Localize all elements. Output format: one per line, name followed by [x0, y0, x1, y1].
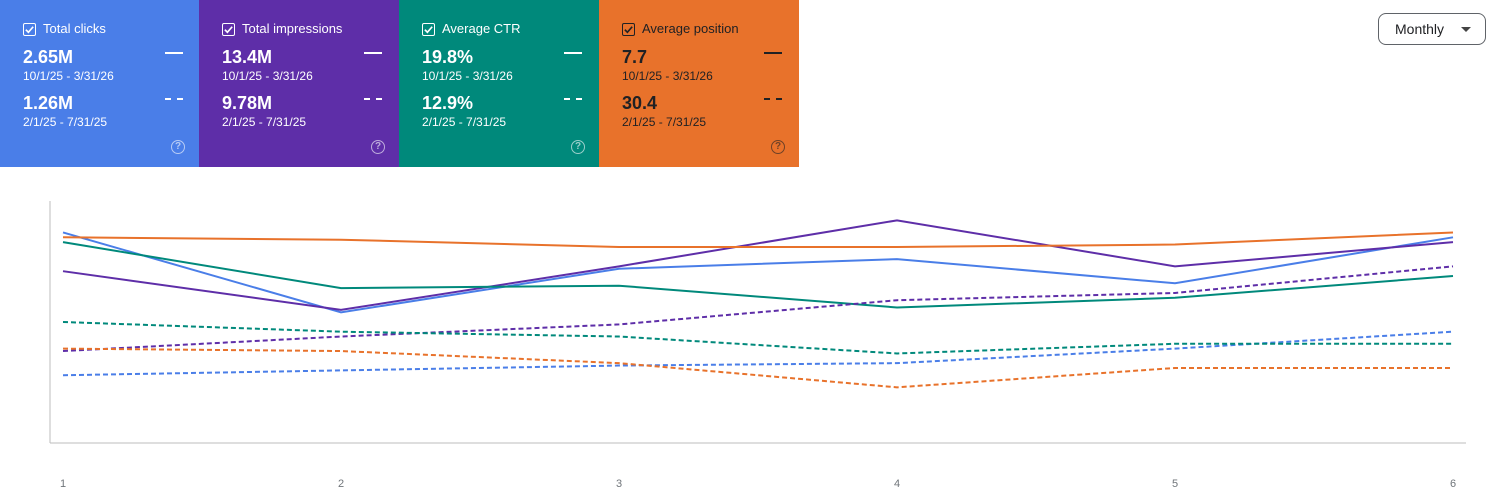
- previous-metric: 12.9% 2/1/25 - 7/31/25: [422, 92, 582, 129]
- current-value: 7.7: [622, 47, 648, 67]
- series-layer: [62, 219, 1454, 389]
- solid-line-icon: [364, 52, 382, 54]
- series-ctr_current: [62, 241, 1454, 309]
- x-tick-label: 6: [1450, 478, 1456, 490]
- series-impressions_previous: [62, 265, 1454, 353]
- checkbox-checked-icon[interactable]: [422, 22, 435, 36]
- x-tick-label: 3: [616, 478, 622, 490]
- current-value: 2.65M: [23, 47, 74, 67]
- current-metric: 19.8% 10/1/25 - 3/31/26: [422, 46, 582, 83]
- series-line-position_previous: [62, 347, 1453, 389]
- metric-cards: Total clicks 2.65M 10/1/25 - 3/31/26 1.2…: [0, 0, 799, 167]
- help-icon[interactable]: ?: [371, 140, 385, 154]
- card-title: Average position: [642, 21, 739, 36]
- dashed-line-icon: [764, 98, 782, 100]
- card-average-ctr[interactable]: Average CTR 19.8% 10/1/25 - 3/31/26 12.9…: [399, 0, 599, 167]
- performance-line-chart: 1 2 3 4 5 6: [49, 201, 1466, 490]
- caret-down-icon: [1461, 27, 1471, 32]
- current-metric: 7.7 10/1/25 - 3/31/26: [622, 46, 782, 83]
- x-tick-labels: 1 2 3 4 5 6: [60, 478, 1456, 490]
- card-header: Total impressions: [222, 21, 342, 37]
- x-tick-label: 4: [894, 478, 900, 490]
- help-icon[interactable]: ?: [771, 140, 785, 154]
- current-range: 10/1/25 - 3/31/26: [622, 69, 713, 83]
- series-position_current: [62, 231, 1454, 248]
- previous-range: 2/1/25 - 7/31/25: [622, 115, 707, 129]
- series-line-ctr_previous: [62, 321, 1453, 355]
- x-tick-label: 2: [338, 478, 344, 490]
- series-clicks_previous: [62, 330, 1454, 377]
- period-dropdown-label: Monthly: [1395, 21, 1445, 37]
- previous-metric: 9.78M 2/1/25 - 7/31/25: [222, 92, 382, 129]
- checkbox-checked-icon[interactable]: [622, 22, 635, 36]
- dashed-line-icon: [364, 98, 382, 100]
- series-line-clicks_previous: [62, 330, 1454, 377]
- checkbox-checked-icon[interactable]: [23, 22, 36, 36]
- current-value: 13.4M: [222, 47, 273, 67]
- solid-line-icon: [165, 52, 183, 54]
- previous-value: 1.26M: [23, 93, 74, 113]
- current-range: 10/1/25 - 3/31/26: [23, 69, 114, 83]
- previous-range: 2/1/25 - 7/31/25: [422, 115, 507, 129]
- series-line-ctr_current: [62, 241, 1454, 309]
- current-range: 10/1/25 - 3/31/26: [222, 69, 313, 83]
- previous-metric: 1.26M 2/1/25 - 7/31/25: [23, 92, 183, 129]
- series-impressions_current: [62, 219, 1454, 311]
- solid-line-icon: [564, 52, 582, 54]
- series-line-impressions_current: [62, 219, 1454, 311]
- help-icon[interactable]: ?: [571, 140, 585, 154]
- previous-value: 9.78M: [222, 93, 273, 113]
- help-icon[interactable]: ?: [171, 140, 185, 154]
- current-range: 10/1/25 - 3/31/26: [422, 69, 513, 83]
- dashed-line-icon: [564, 98, 582, 100]
- card-total-impressions[interactable]: Total impressions 13.4M 10/1/25 - 3/31/2…: [199, 0, 399, 167]
- previous-value: 30.4: [622, 93, 658, 113]
- dashed-line-icon: [165, 98, 183, 100]
- card-header: Average CTR: [422, 21, 521, 37]
- checkbox-checked-icon[interactable]: [222, 22, 235, 36]
- x-tick-label: 5: [1172, 478, 1178, 490]
- series-line-clicks_current: [62, 231, 1454, 314]
- card-title: Total impressions: [242, 21, 343, 36]
- card-header: Total clicks: [23, 21, 106, 37]
- card-total-clicks[interactable]: Total clicks 2.65M 10/1/25 - 3/31/26 1.2…: [0, 0, 199, 167]
- x-tick-label: 1: [60, 478, 66, 490]
- series-position_previous: [62, 347, 1454, 389]
- series-clicks_current: [62, 231, 1454, 314]
- series-line-impressions_previous: [62, 265, 1454, 353]
- previous-range: 2/1/25 - 7/31/25: [23, 115, 108, 129]
- solid-line-icon: [764, 52, 782, 54]
- card-average-position[interactable]: Average position 7.7 10/1/25 - 3/31/26 3…: [599, 0, 799, 167]
- card-title: Average CTR: [442, 21, 521, 36]
- series-ctr_previous: [62, 321, 1454, 355]
- period-dropdown[interactable]: Monthly: [1378, 13, 1486, 45]
- series-line-position_current: [62, 231, 1454, 248]
- current-metric: 13.4M 10/1/25 - 3/31/26: [222, 46, 382, 83]
- current-value: 19.8%: [422, 47, 474, 67]
- previous-metric: 30.4 2/1/25 - 7/31/25: [622, 92, 782, 129]
- previous-value: 12.9%: [422, 93, 474, 113]
- card-header: Average position: [622, 21, 739, 37]
- card-title: Total clicks: [43, 21, 106, 36]
- previous-range: 2/1/25 - 7/31/25: [222, 115, 307, 129]
- current-metric: 2.65M 10/1/25 - 3/31/26: [23, 46, 183, 83]
